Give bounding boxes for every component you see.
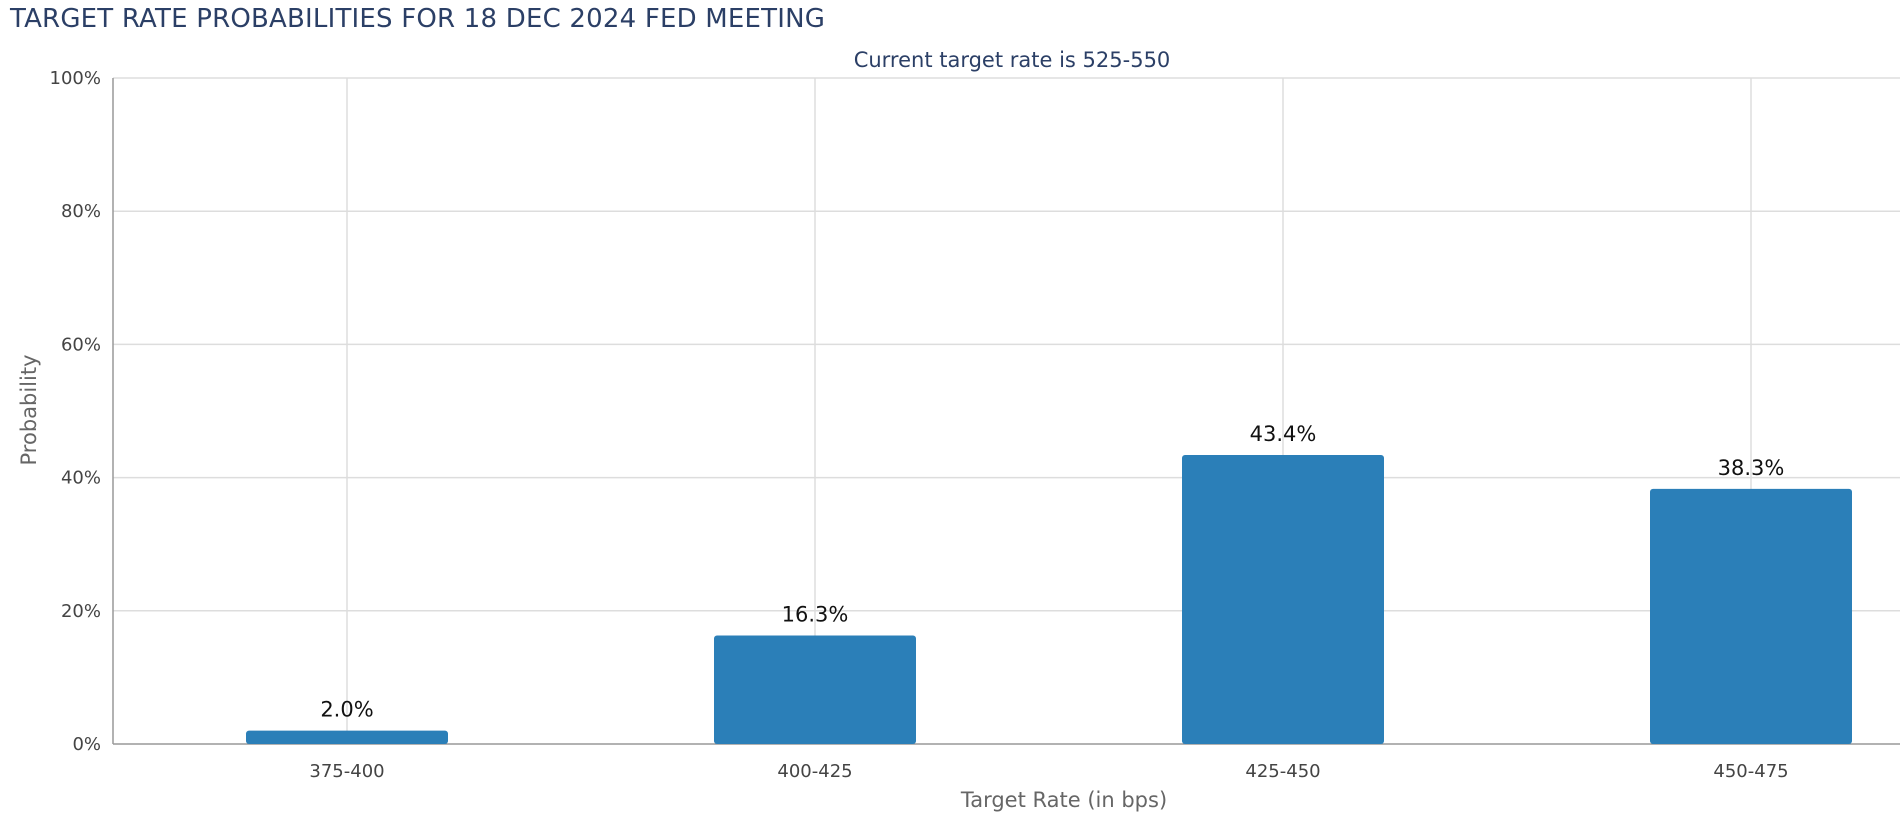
y-tick-label: 80% xyxy=(61,201,101,222)
axis-layer xyxy=(112,78,1900,745)
bar[interactable] xyxy=(1182,454,1384,744)
y-tick-label: 20% xyxy=(61,601,101,622)
chart-subtitle: Current target rate is 525-550 xyxy=(854,48,1171,72)
x-tick-label: 425-450 xyxy=(1245,761,1320,782)
x-tick-label: 450-475 xyxy=(1713,761,1788,782)
label-layer: 0% 20% 40% 60% 80% 100% 375-400 400-425 425-450 4… xyxy=(50,68,1789,782)
bar-data-label: 2.0% xyxy=(320,698,373,722)
x-axis-title: Target Rate (in bps) xyxy=(960,788,1167,812)
page-title: TARGET RATE PROBABILITIES FOR 18 DEC 202… xyxy=(10,4,826,34)
bar-data-label: 38.3% xyxy=(1718,456,1785,480)
y-tick-label: 60% xyxy=(61,334,101,355)
y-tick-label: 40% xyxy=(61,468,101,489)
x-tick-label: 400-425 xyxy=(777,761,852,782)
grid-layer xyxy=(113,77,1900,744)
y-axis-title: Probability xyxy=(17,354,41,465)
bar-data-label: 16.3% xyxy=(782,602,849,626)
bar[interactable] xyxy=(714,635,916,744)
bar[interactable] xyxy=(1650,488,1852,744)
bar-data-label: 43.4% xyxy=(1250,422,1317,446)
bar-layer xyxy=(246,454,1852,744)
y-tick-label: 0% xyxy=(72,734,101,755)
x-tick-label: 375-400 xyxy=(309,761,384,782)
y-tick-label: 100% xyxy=(50,68,101,89)
bar[interactable] xyxy=(246,730,448,744)
